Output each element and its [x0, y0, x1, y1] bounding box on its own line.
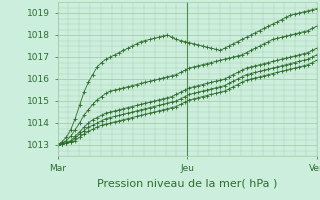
X-axis label: Pression niveau de la mer( hPa ): Pression niveau de la mer( hPa ) [97, 178, 277, 188]
